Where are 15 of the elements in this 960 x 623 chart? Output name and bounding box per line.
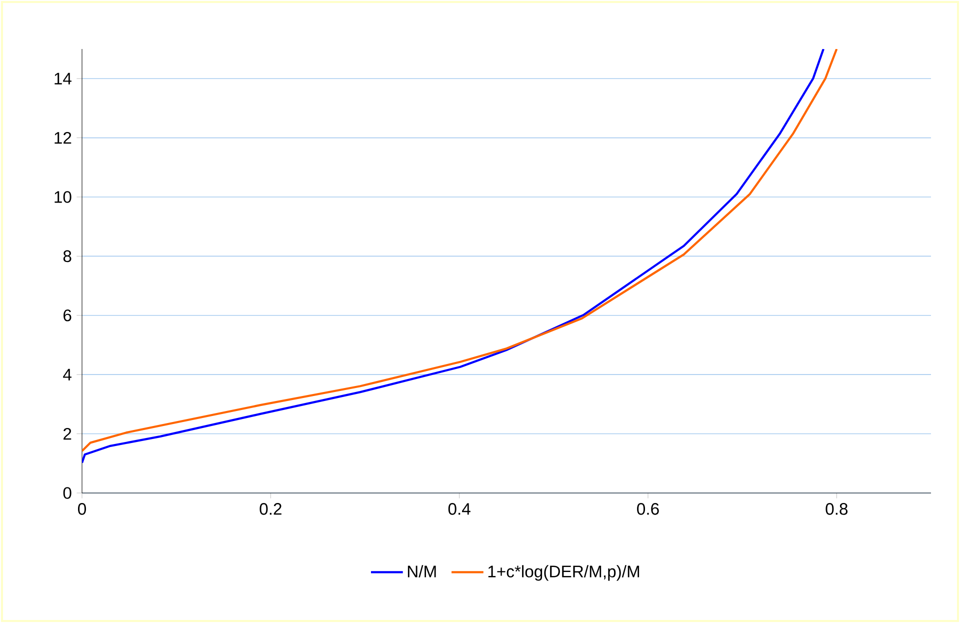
legend-label: N/M: [408, 565, 436, 578]
y-tick-label: 6: [64, 310, 72, 322]
y-tick-label: 14: [54, 72, 72, 84]
legend-label: 1+c*log(DER/M,p)/M: [488, 565, 640, 581]
x-tick-label: 0.4: [448, 503, 470, 515]
y-tick-label: 4: [63, 368, 72, 380]
y-tick-label: 10: [54, 191, 72, 203]
y-tick-label: 2: [64, 428, 72, 440]
y-tick-label: 8: [63, 250, 72, 262]
x-tick-label: 0.2: [260, 503, 282, 515]
y-tick-label: 0: [63, 487, 72, 499]
y-tick-label: 12: [54, 132, 72, 144]
x-tick-label: 0.8: [826, 503, 848, 515]
x-tick-label: 0.6: [637, 503, 659, 515]
x-tick-label: 0: [78, 503, 86, 515]
